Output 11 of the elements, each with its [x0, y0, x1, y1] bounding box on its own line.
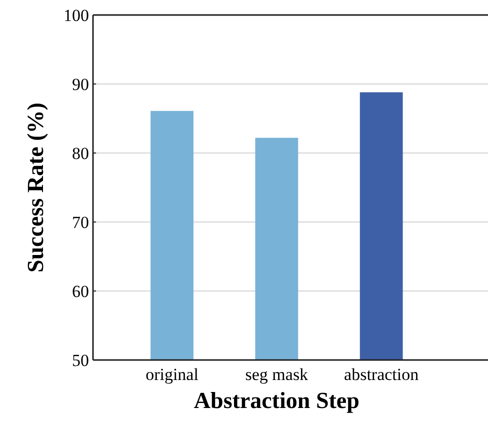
y-tick-label: 50	[72, 350, 89, 370]
y-tick-label: 60	[72, 282, 89, 301]
y-tick-label: 90	[72, 74, 89, 94]
y-axis-title: Success Rate (%)	[23, 102, 48, 272]
x-tick-label: original	[146, 365, 199, 384]
y-tick-label: 70	[72, 212, 89, 232]
y-tick-label: 80	[72, 144, 89, 163]
y-tick-label: 100	[64, 6, 89, 25]
x-tick-label: seg mask	[245, 365, 309, 384]
x-axis-title: Abstraction Step	[194, 388, 360, 413]
x-tick-label: abstraction	[344, 365, 420, 384]
